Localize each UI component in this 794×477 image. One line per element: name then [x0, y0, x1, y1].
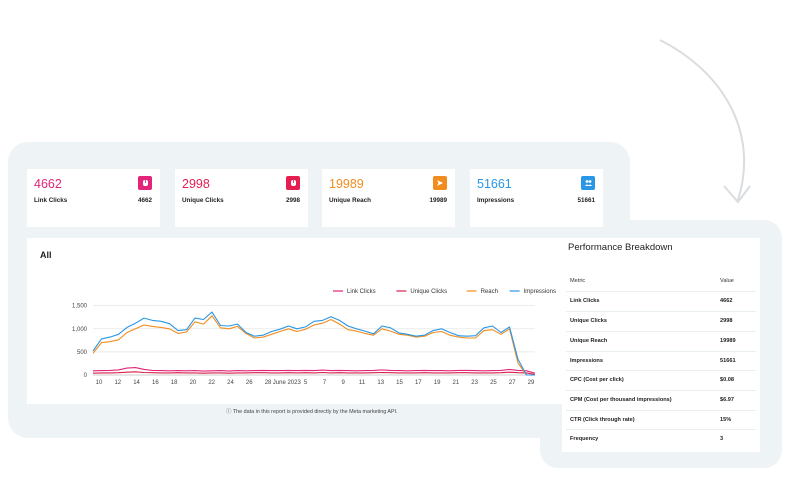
x-tick-label: 12 — [114, 380, 121, 386]
table-header: Metric Value — [566, 272, 756, 291]
series-line — [92, 371, 536, 376]
kpi-card-impressions[interactable]: 51661 Impressions 51661 — [470, 169, 603, 227]
x-tick-label: 24 — [227, 380, 234, 386]
table-row: Unique Clicks 2998 — [566, 311, 756, 331]
x-tick-label: 23 — [471, 380, 478, 386]
metric-name: Unique Clicks — [570, 318, 607, 324]
table-row: CPC (Cost per click) $0.08 — [566, 370, 756, 390]
kpi-label: Link Clicks — [34, 197, 68, 204]
breakdown-card: Performance Breakdown Metric Value Link … — [562, 238, 760, 452]
metric-value: 4662 — [720, 298, 733, 304]
line-chart: 0 500 1,000 1,500 10 12 14 16 18 20 22 24 26 28 June 2… — [72, 289, 556, 386]
x-tick-label: 26 — [246, 380, 253, 386]
y-tick-label: 1,000 — [72, 327, 88, 333]
x-tick-label: 27 — [509, 380, 516, 386]
x-tick-label: 28 — [265, 380, 272, 386]
info-icon: ⓘ — [226, 409, 232, 415]
kpi-label: Unique Clicks — [182, 197, 224, 204]
footnote: ⓘ The data in this report is provided di… — [226, 407, 398, 415]
legend-label: Reach — [481, 289, 498, 295]
legend-label: Impressions — [524, 289, 556, 295]
metric-name: CPC (Cost per click) — [570, 377, 624, 383]
cursor-icon — [138, 176, 152, 190]
legend-label: Unique Clicks — [410, 289, 447, 295]
y-tick-label: 0 — [84, 373, 88, 379]
kpi-count: 4662 — [137, 197, 152, 204]
metric-value: 19989 — [720, 338, 736, 344]
x-tick-label: 7 — [323, 380, 327, 386]
x-tick-label: 5 — [304, 380, 308, 386]
kpi-count: 51661 — [577, 197, 595, 204]
footnote-text: The data in this report is provided dire… — [232, 409, 398, 415]
metric-name: Link Clicks — [570, 298, 600, 304]
metric-value: $0.08 — [720, 377, 734, 383]
metric-value: 3 — [720, 436, 724, 442]
metric-header: Metric — [570, 278, 586, 284]
kpi-count: 19989 — [429, 197, 447, 204]
chart-card: All 0 500 1,000 1,500 10 12 14 16 18 20 22 24 26 28 Ju… — [27, 238, 567, 404]
metric-name: Impressions — [570, 358, 603, 364]
table-row: Frequency 3 — [566, 429, 756, 449]
x-tick-label: 19 — [434, 380, 441, 386]
kpi-count: 2998 — [285, 197, 300, 204]
table-row: Link Clicks 4662 — [566, 291, 756, 311]
metric-name: CPM (Cost per thousand impressions) — [570, 397, 672, 403]
metric-name: Unique Reach — [570, 338, 608, 344]
x-tick-label: 25 — [490, 380, 497, 386]
series-line — [92, 367, 536, 374]
table-row: CPM (Cost per thousand impressions) $6.9… — [566, 390, 756, 410]
kpi-value: 19989 — [329, 177, 364, 191]
kpi-card-link-clicks[interactable]: 4662 Link Clicks 4662 — [27, 169, 160, 227]
x-tick-label: 15 — [396, 380, 403, 386]
kpi-card-unique-reach[interactable]: 19989 Unique Reach 19989 — [322, 169, 455, 227]
series-line — [92, 311, 535, 376]
value-header: Value — [720, 278, 734, 284]
kpi-card-unique-clicks[interactable]: 2998 Unique Clicks 2998 — [175, 169, 308, 227]
send-icon — [433, 176, 447, 190]
metric-value: 2998 — [720, 318, 733, 324]
x-tick-label: 18 — [171, 380, 178, 386]
cursor-icon — [286, 176, 300, 190]
x-tick-label: 10 — [96, 380, 103, 386]
metric-value: $6.97 — [720, 397, 734, 403]
metric-name: Frequency — [570, 436, 599, 442]
x-tick-label: 9 — [342, 380, 346, 386]
kpi-value: 2998 — [182, 177, 210, 191]
x-tick-label: 20 — [190, 380, 197, 386]
metric-value: 51661 — [720, 358, 736, 364]
x-tick-label: 29 — [528, 380, 535, 386]
metric-name: CTR (Click through rate) — [570, 417, 635, 423]
x-tick-label: June 2023 — [273, 380, 302, 386]
table-row: Impressions 51661 — [566, 351, 756, 371]
table-row: Unique Reach 19989 — [566, 331, 756, 351]
x-tick-label: 11 — [359, 380, 366, 386]
kpi-label: Unique Reach — [329, 197, 371, 204]
y-tick-label: 500 — [77, 350, 88, 356]
x-tick-label: 22 — [208, 380, 215, 386]
breakdown-title: Performance Breakdown — [568, 242, 673, 253]
table-row: CTR (Click through rate) 15% — [566, 410, 756, 430]
kpi-value: 4662 — [34, 177, 62, 191]
x-tick-label: 16 — [152, 380, 159, 386]
series-line — [92, 315, 535, 376]
metric-value: 15% — [720, 417, 732, 423]
x-tick-label: 17 — [415, 380, 422, 386]
kpi-value: 51661 — [477, 177, 512, 191]
x-tick-label: 21 — [453, 380, 460, 386]
x-tick-label: 14 — [133, 380, 140, 386]
legend-label: Link Clicks — [347, 289, 376, 295]
y-tick-label: 1,500 — [72, 304, 88, 310]
people-icon — [581, 176, 595, 190]
kpi-label: Impressions — [477, 197, 515, 204]
chart-title: All — [40, 250, 52, 260]
x-tick-label: 13 — [377, 380, 384, 386]
